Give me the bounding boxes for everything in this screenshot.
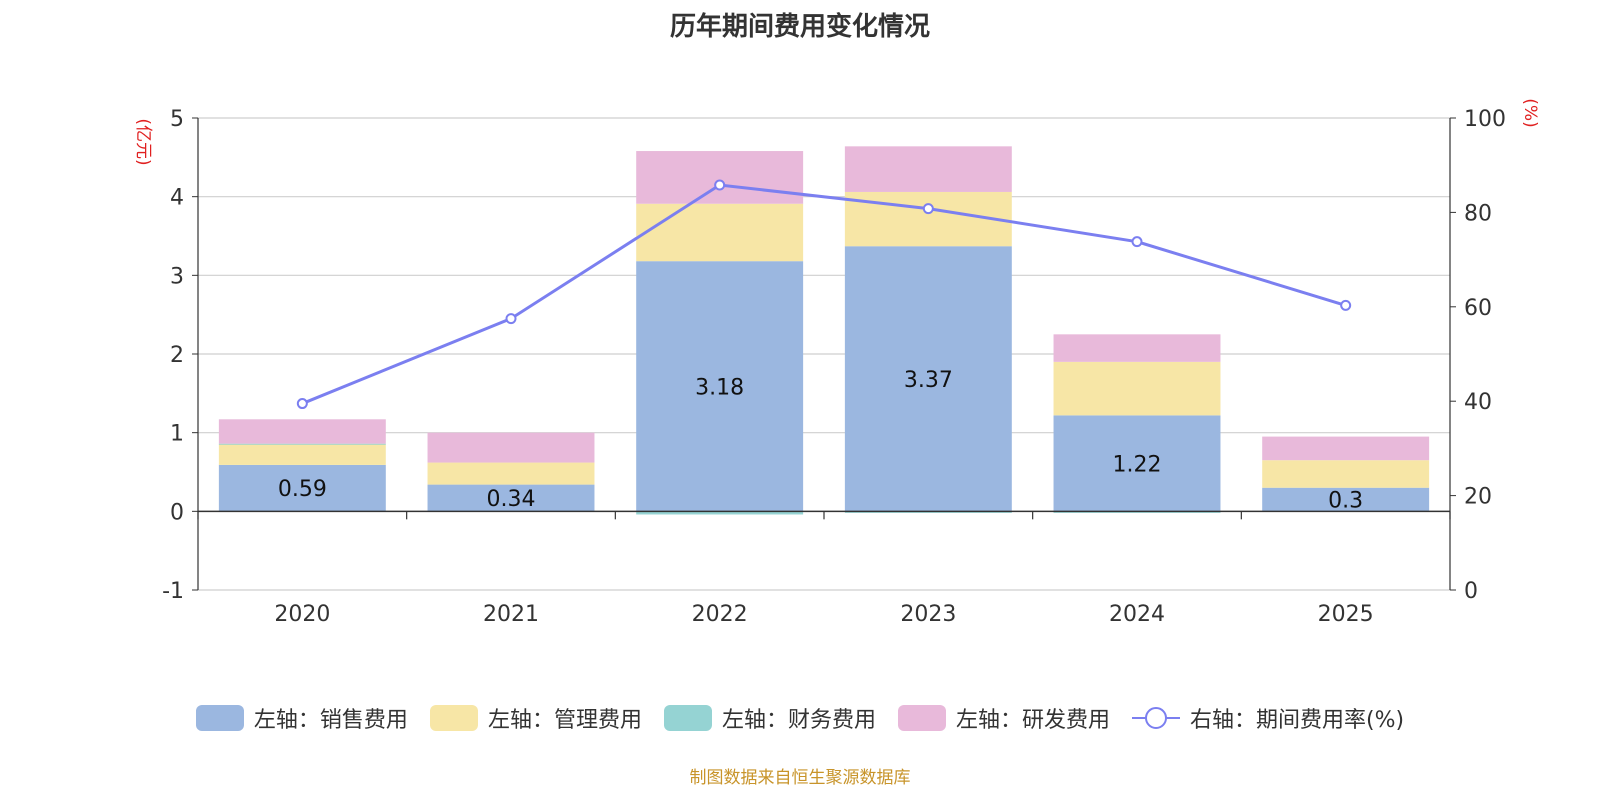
bar-admin-2020 [218,444,386,465]
bar-data-label: 1.22 [1113,452,1162,477]
x-tick-label: 2020 [274,602,330,627]
right-tick-label: 40 [1464,390,1492,415]
x-tick-label: 2024 [1109,602,1165,627]
expense-rate-point-2025 [1340,299,1352,311]
legend-swatch-finance [663,705,712,731]
legend-swatch-rnd [897,705,946,731]
legend-swatch-sales [195,705,244,731]
bar-finance-2023 [844,511,1012,513]
expense-rate-point-2023 [922,203,934,215]
legend-label-admin: 左轴：管理费用 [487,708,642,733]
bar-data-label: 3.18 [695,375,744,400]
bar-rnd-2025 [1262,436,1430,461]
bar-admin-2022 [636,203,804,262]
bar-finance-2022 [636,511,804,515]
bar-sales-2020 [218,464,386,512]
bar-sales-2021 [427,484,595,512]
right-tick-label: 80 [1464,201,1492,226]
left-axis-label: (亿元) [133,118,153,165]
source-note: 制图数据来自恒生聚源数据库 [689,768,911,788]
bar-rnd-2021 [427,432,595,463]
legend-label-finance: 左轴：财务费用 [721,708,876,733]
legend-item-expense-rate[interactable]: 右轴：期间费用率(%) [1131,702,1405,734]
x-tick-label: 2025 [1318,602,1374,627]
bar-rnd-2022 [636,151,804,204]
legend-swatch-admin [429,705,478,731]
bar-data-label: 0.34 [487,487,536,512]
left-tick-label: 1 [170,422,184,447]
legend-line-marker-icon [1131,705,1180,731]
expense-rate-point-2021 [505,313,517,325]
x-tick-label: 2022 [692,602,748,627]
x-tick-label: 2023 [900,602,956,627]
legend-item-sales[interactable]: 左轴：销售费用 [195,702,408,734]
right-axis-label: (%) [1520,98,1540,127]
bar-rnd-2024 [1053,334,1221,362]
right-tick-label: 60 [1464,296,1492,321]
legend-item-rnd[interactable]: 左轴：研发费用 [897,702,1110,734]
expense-rate-point-2020 [296,398,308,410]
right-tick-label: 20 [1464,485,1492,510]
bar-sales-2023 [844,246,1012,512]
bar-sales-2024 [1053,415,1221,512]
bar-rnd-2023 [844,146,1012,192]
bar-rnd-2020 [218,419,386,444]
right-tick-label: 0 [1464,579,1478,604]
left-tick-label: 4 [170,186,184,211]
bar-admin-2021 [427,462,595,485]
bar-data-label: 0.59 [278,477,327,502]
bar-finance-2020 [218,443,386,445]
bar-data-label: 3.37 [904,368,953,393]
bar-sales-2022 [636,261,804,512]
expense-rate-line [301,183,1347,405]
bar-admin-2024 [1053,361,1221,416]
bar-finance-2024 [1053,511,1221,513]
chart-legend: 左轴：销售费用 左轴：管理费用 左轴：财务费用 左轴：研发费用 右轴：期间费用率… [0,702,1600,734]
expense-rate-point-2024 [1131,236,1143,248]
legend-label-sales: 左轴：销售费用 [253,708,408,733]
legend-item-finance[interactable]: 左轴：财务费用 [663,702,876,734]
legend-label-rnd: 左轴：研发费用 [955,708,1110,733]
expense-rate-point-2022 [714,179,726,191]
left-tick-label: 5 [170,107,184,132]
left-tick-label: -1 [162,579,184,604]
bar-data-label: 0.3 [1328,489,1363,514]
left-tick-label: 2 [170,343,184,368]
right-tick-label: 100 [1464,107,1506,132]
legend-item-admin[interactable]: 左轴：管理费用 [429,702,642,734]
left-tick-label: 0 [170,500,184,525]
chart-title: 历年期间费用变化情况 [669,12,930,42]
bar-sales-2025 [1262,487,1430,512]
legend-label-expense-rate: 右轴：期间费用率(%) [1189,708,1405,733]
bar-admin-2025 [1262,460,1430,488]
x-tick-label: 2021 [483,602,539,627]
left-tick-label: 3 [170,264,184,289]
